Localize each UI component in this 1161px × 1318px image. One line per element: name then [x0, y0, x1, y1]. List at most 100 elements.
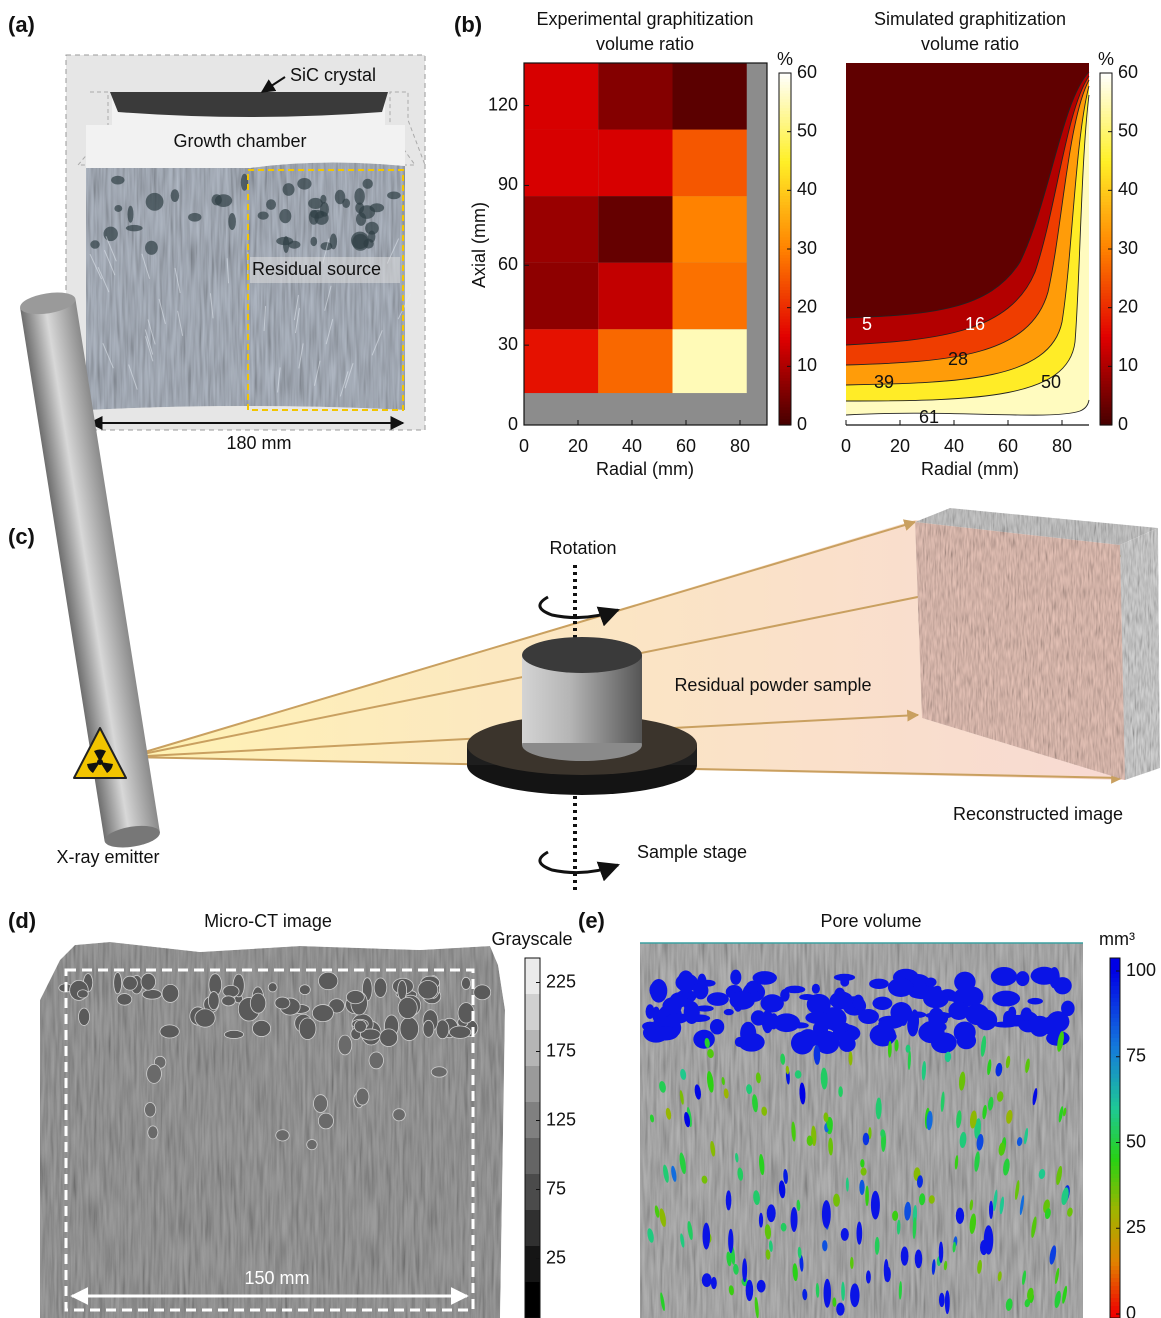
heatmap-cell — [524, 130, 598, 197]
texture-blob — [365, 222, 379, 235]
heatmap-cell — [524, 63, 598, 130]
pore-blob — [729, 991, 754, 1010]
pore-blob — [991, 967, 1017, 986]
colorbar-segment — [1110, 978, 1120, 983]
texture-blob — [266, 199, 276, 210]
y-axis-label: Axial (mm) — [469, 202, 489, 288]
colorbar-segment — [1110, 1146, 1120, 1151]
colorbar-segment — [525, 1210, 540, 1247]
texture-blob — [318, 1113, 333, 1129]
texture-blob — [258, 211, 269, 219]
texture-blob — [195, 1009, 215, 1027]
pore-blob — [830, 991, 853, 1009]
heatmap-cell — [598, 329, 672, 393]
colorbar-segment — [1110, 1298, 1120, 1303]
heatmap-cell — [524, 263, 598, 330]
texture-blob — [90, 240, 99, 249]
texture-blob — [211, 194, 221, 205]
colorbar-tick-label: 100 — [1126, 960, 1156, 980]
pore-blob — [901, 1246, 909, 1265]
pore-blob — [798, 1029, 819, 1048]
page: { "panel_a": {"label": "(a)", "crystal":… — [0, 0, 1161, 1318]
pore-blob — [860, 1159, 864, 1167]
pore-blob — [710, 1019, 724, 1034]
pore-blob — [869, 979, 889, 989]
colorbar-segment — [1110, 1274, 1120, 1279]
texture-blob — [228, 213, 236, 230]
annotation: SiC crystal — [290, 65, 376, 85]
x-tick-label: 40 — [622, 436, 642, 456]
texture-blob — [279, 209, 291, 223]
annotation: Rotation — [549, 538, 616, 558]
panel-title: Pore volume — [820, 911, 921, 931]
pore-blob — [784, 986, 805, 994]
colorbar-segment — [1110, 1122, 1120, 1127]
colorbar-segment — [1110, 1030, 1120, 1035]
colorbar-segment — [1110, 1234, 1120, 1239]
annotation: Growth chamber — [173, 131, 306, 151]
colorbar-segment — [1110, 1150, 1120, 1155]
chart-title: volume ratio — [921, 34, 1019, 54]
texture-blob — [398, 997, 417, 1018]
heatmap-cell — [524, 196, 598, 263]
texture-blob — [342, 198, 350, 208]
pore-blob — [925, 977, 936, 986]
colorbar-segment — [1110, 1250, 1120, 1255]
heatmap-cell — [524, 329, 598, 393]
pore-blob — [861, 1168, 867, 1176]
x-tick-label: 80 — [1052, 436, 1072, 456]
texture-blob — [380, 1029, 398, 1047]
pore-blob — [807, 994, 831, 1015]
colorbar-segment — [1110, 1038, 1120, 1043]
colorbar-segment — [1110, 1042, 1120, 1047]
heatmap-cell — [598, 196, 672, 263]
colorbar-segment — [1110, 1218, 1120, 1223]
colorbar-segment — [1110, 1046, 1120, 1051]
contour-label: 28 — [948, 349, 968, 369]
pore-blob — [888, 978, 914, 997]
texture-blob — [308, 198, 323, 209]
pore-blob — [1029, 1016, 1050, 1037]
texture-blob — [127, 206, 133, 223]
pore-blob — [992, 991, 1020, 1007]
texture-blob — [474, 985, 491, 1000]
pore-blob — [859, 1180, 864, 1195]
texture-blob — [283, 183, 295, 196]
colorbar-segment — [1110, 1078, 1120, 1083]
pore-blob — [954, 1021, 976, 1043]
pore-blob — [840, 977, 849, 986]
figure: (a) SiC crystal Growth chamber Residual … — [0, 0, 1161, 1318]
colorbar-segment — [525, 1066, 540, 1103]
pore-blob — [939, 1241, 944, 1263]
pore-blob — [822, 1200, 831, 1228]
x-tick-label: 0 — [841, 436, 851, 456]
colorbar-segment — [1110, 1130, 1120, 1135]
texture-blob — [351, 232, 369, 249]
colorbar-segment — [1110, 1314, 1120, 1318]
colorbar-segment — [1110, 1066, 1120, 1071]
colorbar-segment — [1110, 982, 1120, 987]
panel-label: (b) — [454, 12, 482, 37]
x-tick-label: 0 — [519, 436, 529, 456]
colorbar-segment — [525, 1282, 540, 1318]
pore-blob — [702, 1273, 712, 1287]
texture-blob — [338, 1035, 352, 1055]
texture-blob — [141, 973, 156, 990]
pore-blob — [863, 1133, 870, 1146]
texture-blob — [387, 192, 401, 200]
texture-blob — [354, 1020, 366, 1032]
heatmap-cell — [673, 263, 747, 330]
colorbar-label: % — [1098, 49, 1114, 69]
x-axis-label: Radial (mm) — [596, 459, 694, 479]
texture-blob — [142, 989, 161, 999]
pore-blob — [684, 1001, 700, 1024]
colorbar-segment — [1110, 1034, 1120, 1039]
texture-blob — [356, 1088, 369, 1105]
pore-blob — [856, 1221, 862, 1244]
texture-blob — [418, 981, 438, 1000]
texture-blob — [117, 994, 132, 1006]
rotation-arrow — [540, 852, 618, 873]
pore-blob — [767, 1204, 776, 1222]
colorbar-segment — [1110, 1086, 1120, 1091]
colorbar-tick-label: 25 — [1126, 1217, 1146, 1237]
